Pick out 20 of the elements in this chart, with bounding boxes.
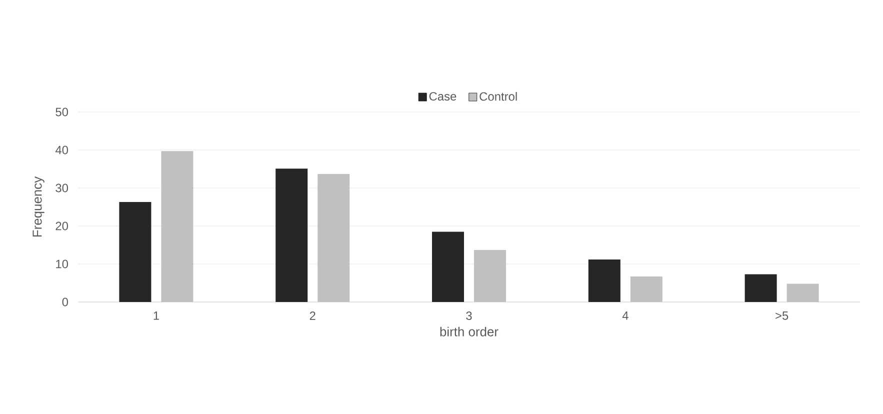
y-axis-title: Frequency — [32, 176, 44, 237]
y-tick-label: 30 — [56, 184, 68, 192]
y-tick-label: 10 — [56, 260, 68, 268]
y-tick-label: 0 — [62, 298, 68, 306]
legend-label: Case — [429, 92, 456, 101]
x-tick-label: >5 — [776, 312, 788, 320]
legend-label: Control — [480, 92, 517, 101]
bar — [276, 168, 308, 302]
y-tick-label: 50 — [56, 108, 68, 116]
x-axis-title: birth order — [440, 326, 498, 336]
x-tick-label: 4 — [622, 312, 628, 320]
y-tick-label: 20 — [56, 222, 68, 230]
bar — [588, 259, 620, 302]
bar — [119, 202, 152, 302]
x-tick-label: 1 — [154, 312, 159, 320]
x-tick-label: 2 — [310, 312, 316, 320]
bar — [744, 274, 777, 302]
x-tick-label: 3 — [466, 312, 472, 320]
bar — [432, 232, 464, 302]
y-tick-label: 40 — [55, 146, 68, 154]
